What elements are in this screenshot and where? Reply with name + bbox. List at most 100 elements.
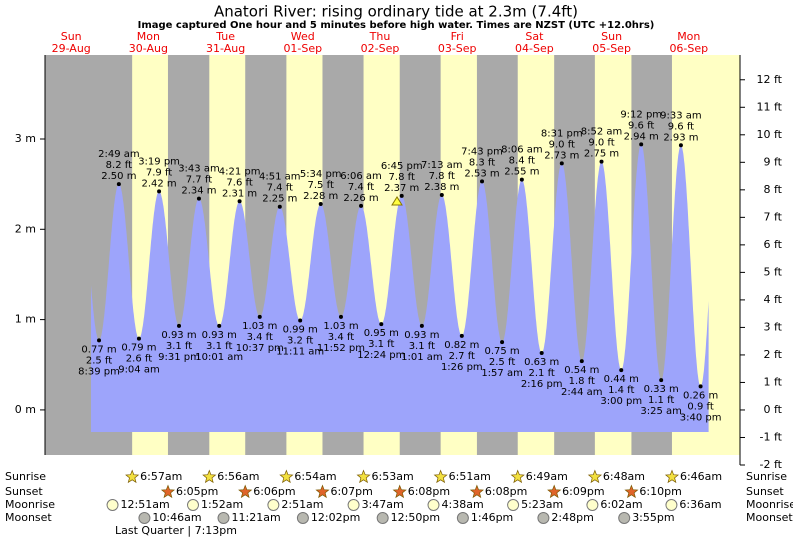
moonrise-icon	[187, 499, 200, 511]
extreme-dot	[359, 203, 364, 208]
extreme-dot	[237, 199, 242, 204]
extreme-m: 0.93 m	[202, 330, 237, 341]
current-tide-marker	[391, 196, 403, 206]
extreme-time: 3:43 am	[178, 164, 220, 175]
moonset-time: 10:46am	[152, 511, 201, 524]
day-name: Mon	[137, 30, 160, 43]
sunset-time: 6:08pm	[485, 485, 527, 498]
moonset-time: 1:46pm	[471, 511, 513, 524]
sunset-icon	[238, 484, 253, 499]
y-tick-label: 0 m	[15, 403, 36, 416]
extreme-time: 2:49 am	[98, 149, 140, 160]
extreme-ft: 3.1 ft	[409, 341, 435, 352]
sunrise-icon	[433, 469, 448, 484]
extreme-dot	[298, 318, 303, 323]
extreme-time: 8:06 am	[501, 145, 543, 156]
y2-tick-label: 2 ft	[764, 348, 783, 361]
moonrise-time: 5:23am	[521, 498, 563, 511]
sunset-time: 6:06pm	[253, 485, 295, 498]
extreme-time: 1:01 am	[401, 352, 443, 363]
extreme-dot	[698, 384, 703, 389]
extreme-m: 2.37 m	[384, 183, 419, 194]
sunrise-time: 6:48am	[603, 470, 645, 483]
extreme-m: 2.50 m	[101, 171, 136, 182]
moonrise-time: 3:47am	[362, 498, 404, 511]
moonrise-time: 12:51am	[121, 498, 170, 511]
sunrise-icon	[587, 469, 603, 484]
extreme-m: 0.99 m	[283, 325, 318, 336]
extreme-ft: 1.4 ft	[608, 385, 634, 396]
extreme-m: 0.93 m	[161, 330, 196, 341]
extreme-ft: 3.1 ft	[166, 341, 192, 352]
extreme-time: 6:45 pm	[381, 161, 423, 172]
extreme-m: 1.03 m	[242, 321, 277, 332]
extreme-m: 0.54 m	[564, 365, 599, 376]
extreme-m: 2.34 m	[181, 186, 216, 197]
extreme-dot	[177, 323, 182, 328]
sunset-icon	[547, 484, 562, 499]
extreme-time: 8:52 am	[581, 127, 623, 138]
extreme-m: 2.53 m	[464, 168, 499, 179]
extreme-time: 3:00 pm	[600, 396, 642, 407]
moonset-time: 11:21am	[232, 511, 281, 524]
moonrise-icon	[586, 499, 599, 511]
extreme-ft: 8.3 ft	[469, 157, 495, 168]
extreme-ft: 7.8 ft	[429, 171, 455, 182]
extreme-time: 9:04 am	[118, 365, 160, 376]
y2-tick-label: 12 ft	[757, 73, 783, 86]
extreme-dot	[136, 336, 141, 341]
extreme-m: 2.55 m	[504, 167, 539, 178]
day-name: Thu	[369, 30, 391, 43]
extreme-time: 1:26 pm	[441, 362, 483, 373]
sunrise-time: 6:49am	[526, 470, 568, 483]
day-name: Sun	[61, 30, 82, 43]
extreme-dot	[116, 182, 121, 187]
extreme-m: 0.95 m	[364, 328, 399, 339]
extreme-ft: 2.1 ft	[529, 368, 555, 379]
extreme-time: 1:57 am	[481, 368, 523, 379]
extreme-ft: 9.0 ft	[549, 139, 575, 150]
extreme-dot	[659, 378, 664, 383]
day-date: 04-Sep	[515, 42, 554, 55]
extreme-ft: 3.1 ft	[368, 339, 394, 350]
day-date: 03-Sep	[438, 42, 477, 55]
extreme-m: 2.73 m	[544, 150, 579, 161]
row-label: Sunrise	[5, 470, 46, 483]
sunrise-time: 6:57am	[140, 470, 182, 483]
moonrise-icon	[427, 499, 440, 511]
extreme-m: 0.82 m	[444, 340, 479, 351]
extreme-ft: 7.6 ft	[226, 177, 252, 188]
extreme-m: 2.75 m	[584, 149, 619, 160]
moonset-icon	[618, 512, 631, 524]
row-label-right: Moonrise	[746, 498, 793, 511]
sunrise-time: 6:46am	[680, 470, 722, 483]
day-name: Tue	[215, 30, 235, 43]
day-date: 05-Sep	[592, 42, 631, 55]
sunrise-time: 6:56am	[217, 470, 259, 483]
extreme-ft: 3.2 ft	[287, 336, 313, 347]
extreme-dot	[559, 161, 564, 166]
extreme-ft: 0.9 ft	[687, 401, 713, 412]
sunrise-time: 6:51am	[449, 470, 491, 483]
row-label-right: Sunrise	[746, 470, 787, 483]
moonrise-icon	[106, 499, 119, 511]
sunrise-icon	[279, 469, 294, 484]
day-date: 31-Aug	[206, 42, 245, 55]
moonset-icon	[296, 512, 309, 524]
tide-area	[91, 144, 709, 432]
extreme-time: 10:01 am	[195, 352, 243, 363]
extreme-ft: 2.5 ft	[86, 355, 112, 366]
extreme-dot	[539, 351, 544, 356]
extreme-m: 0.93 m	[404, 330, 439, 341]
extreme-ft: 9.0 ft	[588, 138, 614, 149]
extreme-m: 2.93 m	[663, 132, 698, 143]
y2-tick-label: 9 ft	[764, 155, 783, 168]
extreme-dot	[599, 159, 604, 164]
sunset-icon	[624, 484, 639, 499]
moonset-time: 2:48pm	[551, 511, 593, 524]
extreme-dot	[639, 142, 644, 147]
y2-tick-label: 4 ft	[764, 293, 783, 306]
day-name: Sun	[601, 30, 622, 43]
extreme-ft: 2.7 ft	[449, 351, 475, 362]
extreme-ft: 3.4 ft	[247, 332, 273, 343]
